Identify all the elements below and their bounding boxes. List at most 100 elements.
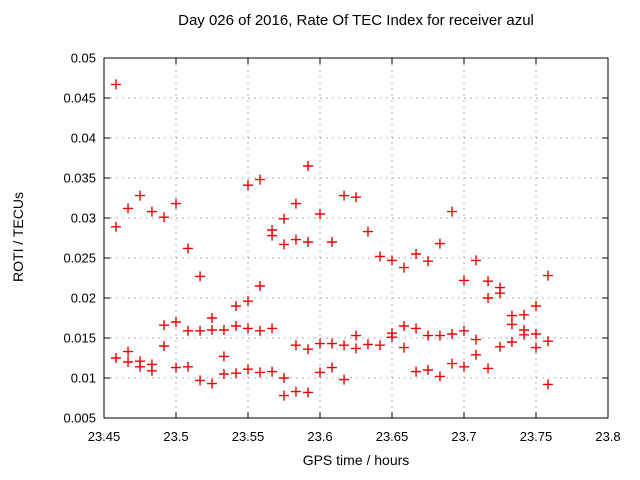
data-point [387,255,397,266]
data-point [542,270,553,281]
data-points [110,79,553,401]
data-point [243,180,253,191]
data-point [231,301,242,311]
data-point [434,238,445,249]
x-tick-label: 23.5 [163,429,188,444]
data-point [315,367,325,378]
data-point [339,374,350,385]
data-point [243,296,253,307]
data-point [182,361,193,372]
data-point [423,256,433,267]
data-point [243,364,253,375]
data-point [531,301,541,311]
data-point [110,221,121,232]
y-tick-labels: 0.005 0.01 0.015 0.02 0.025 0.03 0.035 0.04 0.04… [63,51,96,426]
data-point [303,237,314,247]
data-point [231,321,242,331]
data-point [279,373,289,383]
data-point [290,340,301,351]
data-point [279,213,289,224]
data-point [375,251,386,262]
x-tick-label: 23.75 [520,429,553,444]
data-point [434,330,445,341]
data-point [339,340,350,351]
data-point [195,271,206,282]
data-point [279,239,289,250]
data-point [470,255,481,266]
x-tick-label: 23.55 [232,429,265,444]
data-point [267,230,278,241]
data-point [483,276,494,287]
y-tick-label: 0.04 [71,131,96,146]
data-point [207,313,217,323]
data-point [135,190,145,201]
data-point [447,329,458,339]
data-point [110,353,121,363]
y-tick-label: 0.05 [71,51,96,66]
data-point [159,341,170,351]
data-point [218,369,229,379]
data-point [542,336,553,347]
data-point [146,206,157,217]
data-point [447,358,458,369]
data-point [290,234,301,245]
data-point [542,379,553,390]
data-point [495,288,505,299]
data-point [171,198,181,209]
data-point [315,338,325,349]
data-point [279,390,289,401]
data-point [123,346,134,357]
data-point [387,332,397,343]
data-point [146,365,157,376]
data-point [495,341,505,352]
data-point [290,198,301,209]
plot-border [103,57,609,419]
data-point [459,325,469,336]
y-tick-label: 0.005 [63,411,96,426]
data-point [398,342,409,353]
x-tick-label: 23.8 [595,429,620,444]
data-point [351,192,361,203]
data-point [326,237,337,247]
data-point [254,281,265,291]
data-point [447,206,458,217]
data-point [254,367,265,378]
data-point [267,366,278,377]
data-point [459,275,469,286]
data-point [411,366,422,377]
x-tick-label: 23.65 [376,429,409,444]
data-point [470,349,481,360]
data-point [182,325,193,336]
data-point [195,375,206,386]
data-point [423,330,433,341]
data-point [398,262,409,273]
data-point [207,325,217,335]
data-point [218,325,229,335]
data-point [159,320,170,331]
y-tick-label: 0.02 [71,291,96,306]
data-point [135,361,145,372]
data-point [315,209,325,219]
data-point [267,323,278,334]
data-point [423,365,433,375]
chart-title: Day 026 of 2016, Rate Of TEC Index for r… [178,12,534,29]
data-point [506,337,517,347]
data-point [171,362,181,373]
x-tick-label: 23.7 [451,429,476,444]
data-point [483,293,494,303]
data-point [411,249,422,259]
x-tick-label: 23.45 [88,429,121,444]
data-point [519,309,530,320]
data-point [351,343,361,354]
x-tick-labels: 23.45 23.5 23.55 23.6 23.65 23.7 23.75 23.8 [88,429,621,444]
data-point [110,79,121,90]
axis-ticks [103,57,609,419]
data-point [398,321,409,331]
x-axis-label: GPS time / hours [302,452,410,468]
data-point [123,357,134,367]
data-point [218,351,229,362]
data-point [411,323,422,334]
data-point [531,342,541,353]
x-tick-label: 23.6 [307,429,332,444]
